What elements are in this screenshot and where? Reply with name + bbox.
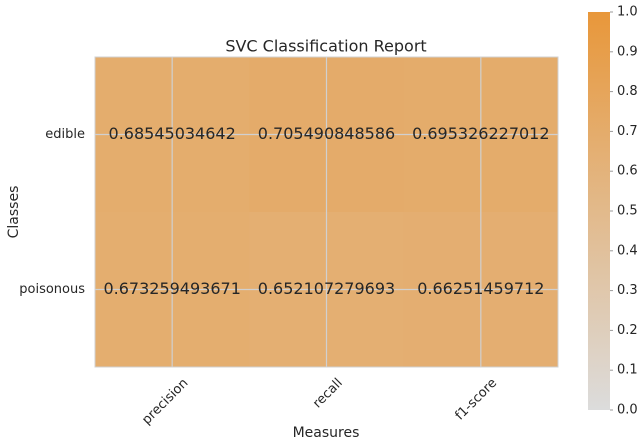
x-tick-label: precision <box>139 376 191 428</box>
x-tick-label: f1-score <box>452 376 500 424</box>
y-tick-label: poisonous <box>19 282 85 297</box>
x-axis-label: Measures <box>293 425 360 441</box>
value-label: 0.705490848586 <box>258 124 395 143</box>
y-tick-label: edible <box>45 127 85 142</box>
colorbar-tick-label: 0.8 <box>617 84 638 99</box>
value-label: 0.68545034642 <box>109 124 236 143</box>
colorbar-tick-label: 1.0 <box>617 5 638 20</box>
chart-title: SVC Classification Report <box>225 37 426 56</box>
colorbar-tick-label: 0.4 <box>617 243 638 258</box>
colorbar <box>588 12 610 410</box>
colorbar-tick-label: 0.3 <box>617 283 638 298</box>
colorbar-tick-label: 0.9 <box>617 44 638 59</box>
colorbar-tick-label: 0.2 <box>617 323 638 338</box>
colorbar-tick-label: 0.6 <box>617 164 638 179</box>
value-label: 0.673259493671 <box>103 279 240 298</box>
x-tick-label: recall <box>310 376 346 412</box>
value-label: 0.652107279693 <box>258 279 395 298</box>
value-label: 0.66251459712 <box>417 279 544 298</box>
colorbar-tick-label: 0.0 <box>617 403 638 418</box>
value-label: 0.695326227012 <box>412 124 549 143</box>
colorbar-tick-label: 0.7 <box>617 124 638 139</box>
y-axis-label: Classes <box>6 186 22 239</box>
colorbar-tick-label: 0.1 <box>617 363 638 378</box>
colorbar-tick-label: 0.5 <box>617 204 638 219</box>
plot-border <box>94 56 559 368</box>
